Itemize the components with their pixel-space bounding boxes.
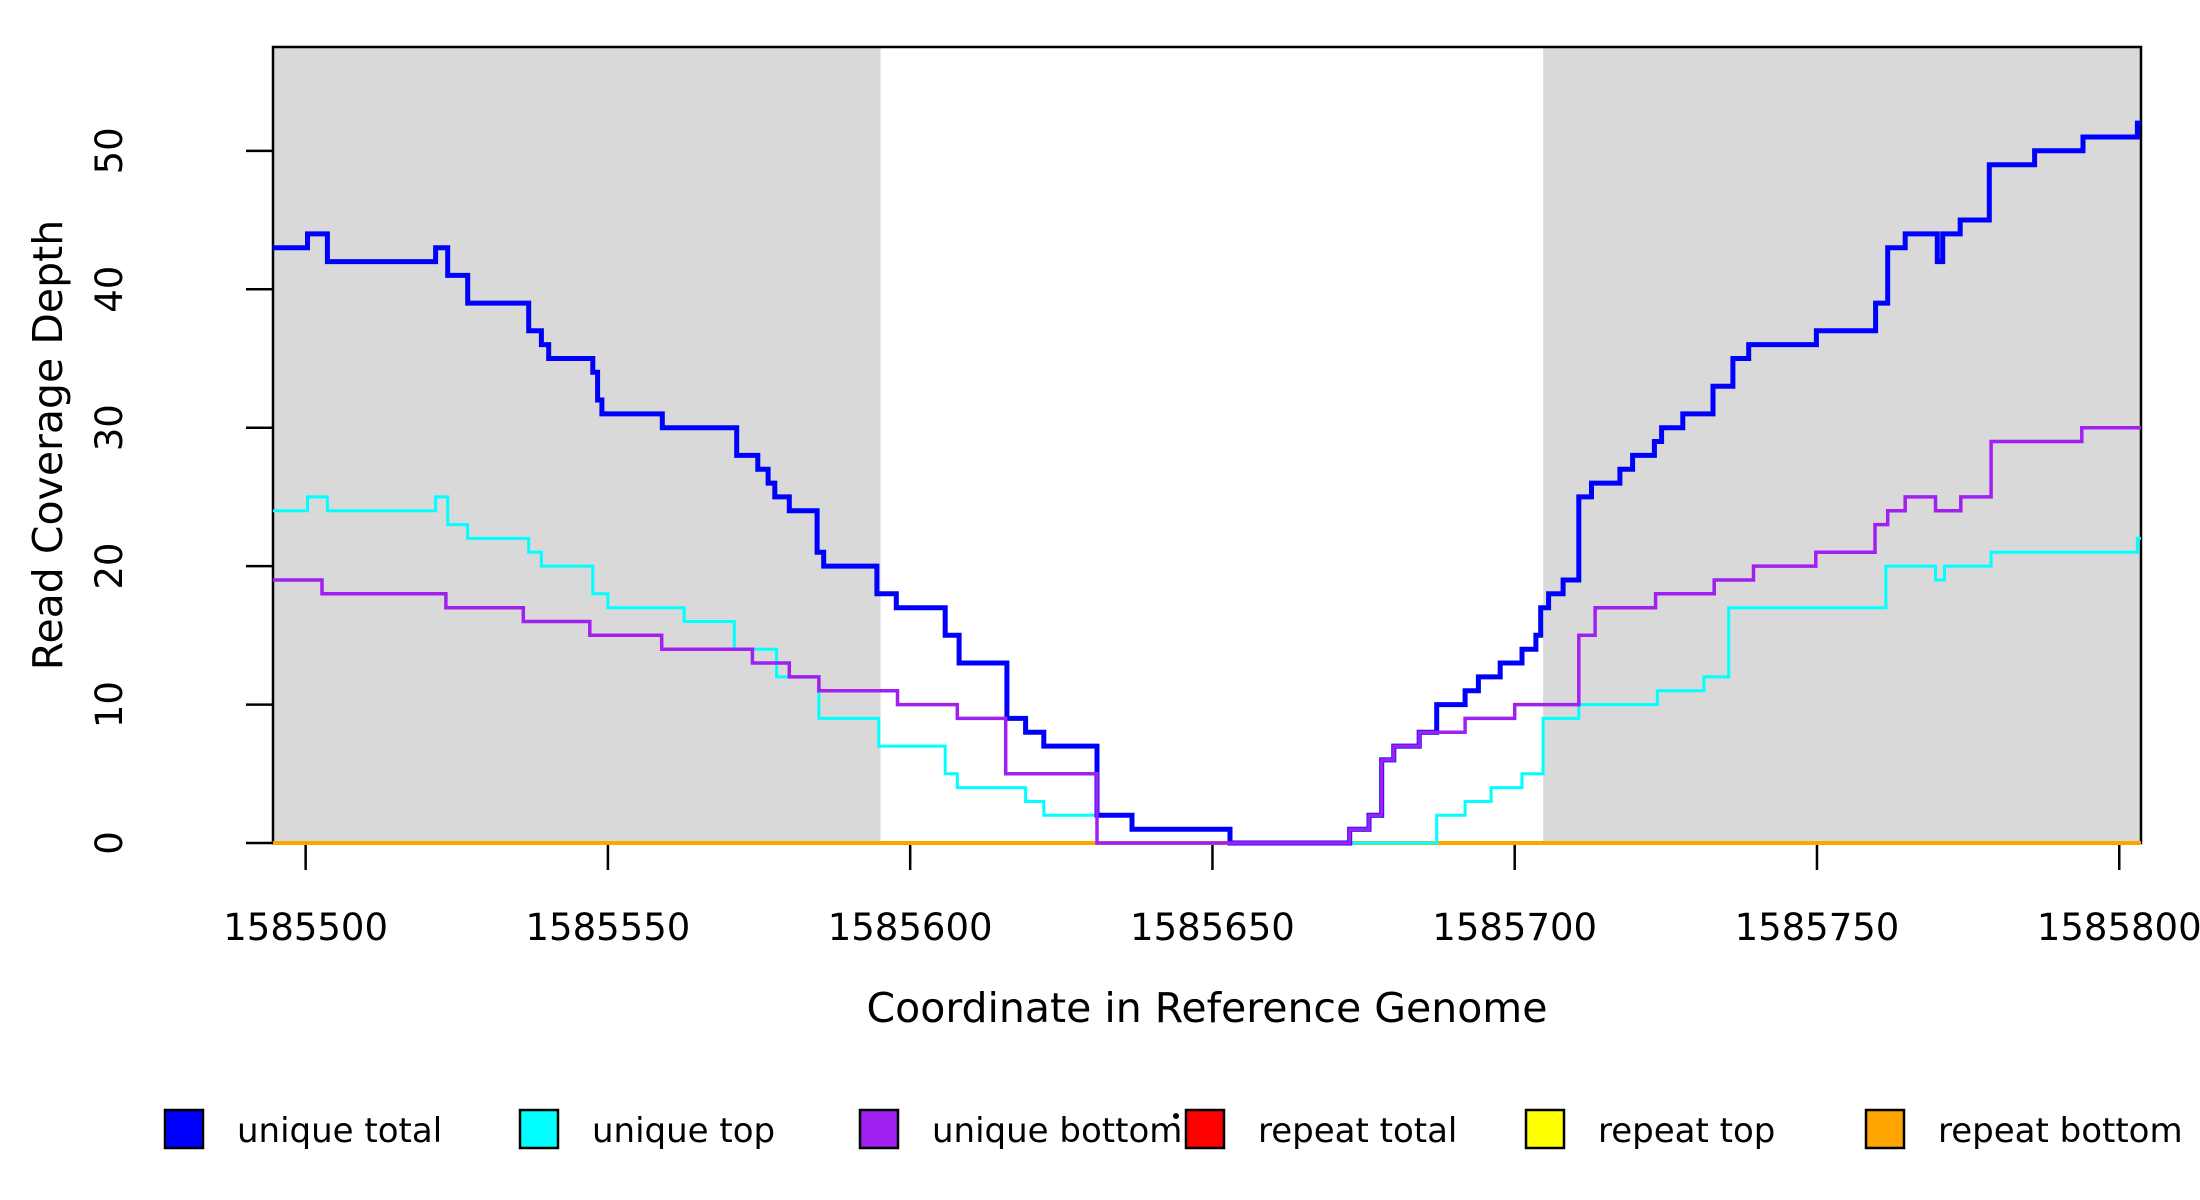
shaded-regions xyxy=(273,47,2141,843)
x-tick-label: 1585550 xyxy=(526,906,691,949)
legend-swatch-unique-bottom xyxy=(858,1108,900,1150)
legend: unique total unique top unique bottom repea… xyxy=(163,1108,2183,1151)
y-axis-title: Read Coverage Depth xyxy=(24,220,72,670)
x-tick-label: 1585600 xyxy=(828,906,993,949)
legend-item-unique-top: unique top xyxy=(518,1108,775,1151)
legend-item-unique-bottom: unique bottom xyxy=(858,1108,1182,1151)
legend-label-repeat-bottom: repeat bottom xyxy=(1938,1111,2183,1151)
y-tick-label: 0 xyxy=(88,831,131,855)
axes: 1585500 1585550 1585600 1585650 1585700 15857… xyxy=(88,127,2200,949)
legend-label-unique-bottom: unique bottom xyxy=(932,1111,1182,1151)
x-tick-label: 1585500 xyxy=(223,906,388,949)
legend-swatch-repeat-bottom xyxy=(1864,1108,1906,1150)
shaded-region-right xyxy=(1543,47,2141,843)
stray-dot xyxy=(1173,1113,1179,1119)
series-line-unique-bottom xyxy=(273,425,2141,845)
x-tick-label: 1585650 xyxy=(1130,906,1295,949)
legend-label-unique-top: unique top xyxy=(592,1111,775,1151)
legend-swatch-unique-total xyxy=(163,1108,205,1150)
x-tick-label: 1585800 xyxy=(2037,906,2200,949)
legend-label-unique-total: unique total xyxy=(237,1111,442,1151)
y-tick-label: 50 xyxy=(88,127,131,174)
shaded-region-left xyxy=(273,47,881,843)
y-tick-label: 20 xyxy=(88,543,131,590)
legend-swatch-repeat-top xyxy=(1524,1108,1566,1150)
legend-label-repeat-top: repeat top xyxy=(1598,1111,1775,1151)
x-tick-label: 1585750 xyxy=(1735,906,1900,949)
y-tick-label: 10 xyxy=(88,681,131,728)
legend-item-repeat-top: repeat top xyxy=(1524,1108,1775,1151)
legend-swatch-repeat-total xyxy=(1184,1108,1226,1150)
legend-item-repeat-bottom: repeat bottom xyxy=(1864,1108,2183,1151)
y-tick-label: 40 xyxy=(88,266,131,313)
legend-item-repeat-total: repeat total xyxy=(1184,1108,1457,1151)
series-line-unique-top xyxy=(273,495,2141,845)
x-tick-label: 1585700 xyxy=(1432,906,1597,949)
y-tick-label: 30 xyxy=(88,404,131,451)
legend-label-repeat-total: repeat total xyxy=(1258,1111,1457,1151)
legend-item-unique-total: unique total xyxy=(163,1108,442,1151)
x-axis-title: Coordinate in Reference Genome xyxy=(867,984,1548,1032)
legend-swatch-unique-top xyxy=(518,1108,560,1150)
series-lines xyxy=(273,120,2141,846)
